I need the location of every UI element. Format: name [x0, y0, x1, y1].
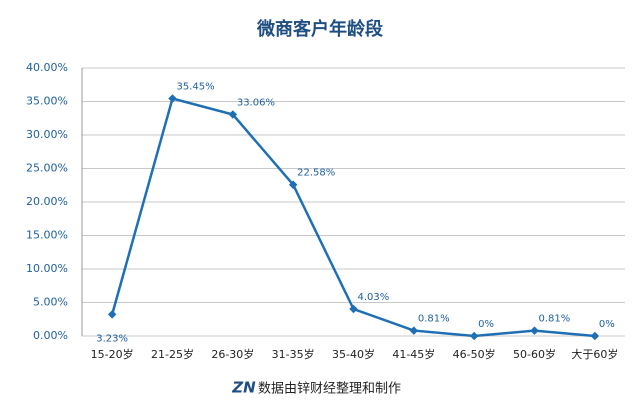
x-tick-label: 35-40岁	[332, 347, 375, 361]
x-tick-label: 46-50岁	[453, 347, 496, 361]
value-label: 3.23%	[96, 333, 128, 344]
marker	[349, 304, 358, 314]
x-tick-label: 15-20岁	[91, 347, 134, 361]
y-tick-label: 15.00%	[26, 229, 68, 242]
marker	[469, 331, 479, 341]
source-note: 数据由锌财经整理和制作	[258, 382, 401, 397]
y-tick-label: 5.00%	[33, 296, 68, 309]
logo: ZN	[231, 379, 256, 397]
marker	[409, 326, 419, 335]
value-label: 0%	[599, 319, 615, 330]
y-tick-label: 35.00%	[26, 95, 68, 108]
x-tick-label: 26-30岁	[211, 347, 254, 361]
marker	[530, 326, 539, 335]
x-tick-label: 31-35岁	[272, 347, 315, 361]
x-tick-label: 41-45岁	[392, 347, 435, 361]
value-label: 0.81%	[539, 314, 571, 325]
y-tick-label: 40.00%	[26, 61, 68, 74]
x-tick-label: 大于60岁	[571, 347, 618, 361]
x-tick-label: 50-60岁	[513, 347, 556, 361]
value-label: 0.81%	[418, 314, 450, 325]
y-tick-label: 20.00%	[26, 195, 68, 208]
y-tick-label: 30.00%	[26, 128, 68, 141]
marker	[168, 94, 177, 103]
line	[110, 96, 595, 338]
marker	[590, 331, 600, 341]
value-label: 33.06%	[237, 97, 275, 108]
y-tick-label: 0.00%	[33, 329, 68, 342]
y-tick-label: 10.00%	[26, 262, 68, 275]
chart-title: 微商客户年龄段	[256, 18, 384, 40]
value-label: 4.03%	[358, 292, 390, 303]
y-tick-label: 25.00%	[26, 162, 68, 175]
value-label: 35.45%	[177, 81, 215, 92]
marker	[288, 180, 298, 189]
marker	[228, 110, 238, 119]
marker	[107, 310, 117, 319]
value-label: 0%	[478, 319, 494, 330]
value-label: 22.58%	[297, 168, 335, 179]
x-tick-label: 21-25岁	[151, 347, 194, 361]
